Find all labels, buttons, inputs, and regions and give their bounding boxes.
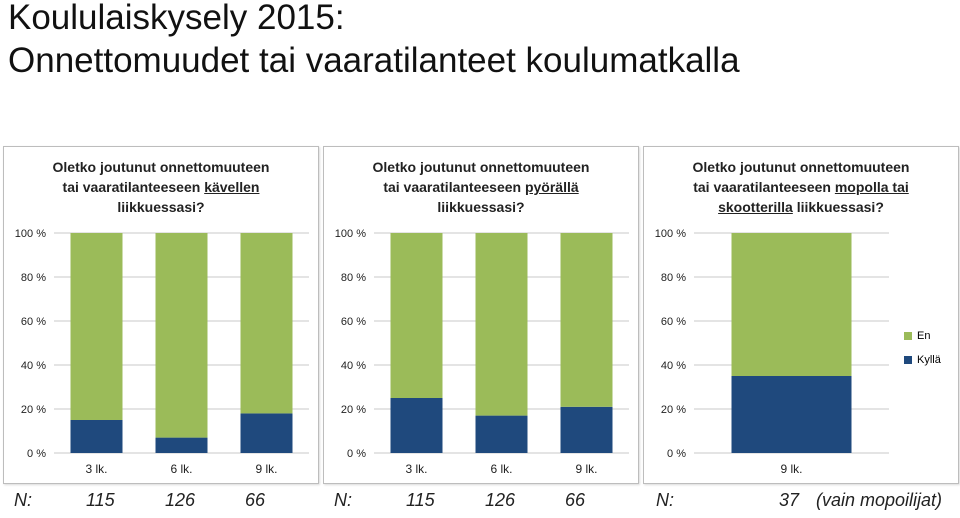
bar-en: [475, 233, 528, 416]
chart-title-emph: kävellen: [204, 179, 260, 195]
bar-en: [390, 233, 443, 398]
x-tick-label: 9 lk.: [575, 462, 597, 476]
y-tick-label: 0 %: [347, 448, 366, 460]
legend-swatch-kylla: [904, 356, 912, 364]
page-title: Koululaiskysely 2015: Onnettomuudet tai …: [8, 0, 740, 82]
page-title-line1: Koululaiskysely 2015:: [8, 0, 345, 37]
n-label-2: N:: [334, 490, 352, 510]
n-label-1: N:: [14, 490, 32, 510]
y-tick-label: 60 %: [341, 316, 366, 328]
chart-title-emph: pyörällä: [524, 179, 579, 195]
chart-panel-moped: 0 % 20 % 40 % 60 % 80 % 100 % 9 lk. Oletko jou…: [643, 146, 959, 484]
chart-title-bicycle: Oletko joutunut onnettomuuteen tai vaara…: [324, 157, 638, 217]
bar-kylla: [155, 437, 208, 453]
chart-title-line2: tai vaaratilanteeseen: [62, 179, 205, 195]
chart-title-line1: Oletko joutunut onnettomuuteen: [372, 159, 590, 175]
y-tick-label: 40 %: [21, 360, 46, 372]
y-tick-label: 60 %: [21, 316, 46, 328]
chart-title-line3: liikkuessasi?: [437, 199, 525, 215]
bar-en: [731, 233, 852, 376]
y-tick-label: 100 %: [335, 228, 366, 240]
bar-kylla: [475, 415, 528, 453]
bar-kylla: [390, 398, 443, 453]
chart-panel-bicycle: 0 % 20 % 40 % 60 % 80 % 100 % 3 lk. 6 lk. 9 lk. …: [323, 146, 639, 484]
bar-kylla: [731, 376, 852, 453]
chart-title-line1: Oletko joutunut onnettomuuteen: [692, 159, 910, 175]
n-value-1-9lk: 66: [245, 490, 266, 510]
chart-svg-moped: 0 % 20 % 40 % 60 % 80 % 100 % 9 lk.: [655, 228, 889, 476]
bar-kylla: [240, 413, 293, 453]
y-tick-label: 100 %: [15, 228, 46, 240]
n-value-3-9lk: 37: [779, 490, 800, 510]
chart-svg-walking: 0 % 20 % 40 % 60 % 80 % 100 % 3 lk. 6 lk. 9 lk.: [15, 228, 309, 476]
chart-svg-bicycle: 0 % 20 % 40 % 60 % 80 % 100 % 3 lk. 6 lk. 9 lk.: [335, 228, 629, 476]
chart-title-line3: liikkuessasi?: [792, 199, 884, 215]
chart-title-emph: mopolla tai: [834, 179, 909, 195]
y-tick-label: 0 %: [667, 448, 686, 460]
bar-en: [155, 233, 208, 438]
x-tick-label: 6 lk.: [170, 462, 192, 476]
chart-title-moped: Oletko joutunut onnettomuuteen tai vaara…: [644, 157, 958, 217]
bar-en: [70, 233, 123, 420]
y-tick-label: 80 %: [661, 272, 686, 284]
n-label-3: N:: [656, 490, 674, 510]
chart-title-emph2: skootterilla: [718, 199, 793, 215]
x-tick-label: 9 lk.: [255, 462, 277, 476]
chart-legend: En Kyllä: [904, 330, 941, 378]
x-tick-label: 3 lk.: [405, 462, 427, 476]
x-tick-label: 3 lk.: [85, 462, 107, 476]
y-tick-label: 20 %: [341, 404, 366, 416]
y-tick-label: 40 %: [661, 360, 686, 372]
legend-item-kylla: Kyllä: [904, 354, 941, 366]
bar-en: [560, 233, 613, 407]
legend-label-en: En: [917, 330, 931, 342]
y-tick-label: 80 %: [21, 272, 46, 284]
x-tick-label: 9 lk.: [780, 462, 802, 476]
chart-title-line2: tai vaaratilanteeseen: [693, 179, 835, 195]
chart-title-line2: tai vaaratilanteeseen: [383, 179, 525, 195]
y-tick-label: 0 %: [27, 448, 46, 460]
y-tick-label: 60 %: [661, 316, 686, 328]
y-tick-label: 100 %: [655, 228, 686, 240]
bar-kylla: [560, 406, 613, 453]
bar-en: [240, 233, 293, 414]
y-tick-label: 20 %: [21, 404, 46, 416]
n-value-2-9lk: 66: [565, 490, 586, 510]
y-tick-label: 80 %: [341, 272, 366, 284]
legend-swatch-en: [904, 332, 912, 340]
bar-kylla: [70, 420, 123, 453]
chart-title-walking: Oletko joutunut onnettomuuteen tai vaara…: [4, 157, 318, 217]
n-value-1-3lk: 115: [86, 490, 115, 510]
chart-panel-walking: 0 % 20 % 40 % 60 % 80 % 100 % 3 lk. 6 lk. 9 lk. …: [3, 146, 319, 484]
n-value-2-6lk: 126: [485, 490, 516, 510]
chart-title-line3: liikkuessasi?: [117, 199, 205, 215]
x-tick-label: 6 lk.: [490, 462, 512, 476]
page-title-line2: Onnettomuudet tai vaaratilanteet kouluma…: [8, 41, 740, 80]
n-value-1-6lk: 126: [165, 490, 196, 510]
legend-item-en: En: [904, 330, 941, 342]
n-value-2-3lk: 115: [406, 490, 435, 510]
y-tick-label: 20 %: [661, 404, 686, 416]
chart-title-line1: Oletko joutunut onnettomuuteen: [52, 159, 270, 175]
legend-label-kylla: Kyllä: [917, 354, 941, 366]
n-note-3: (vain mopoilijat): [816, 490, 943, 510]
y-tick-label: 40 %: [341, 360, 366, 372]
